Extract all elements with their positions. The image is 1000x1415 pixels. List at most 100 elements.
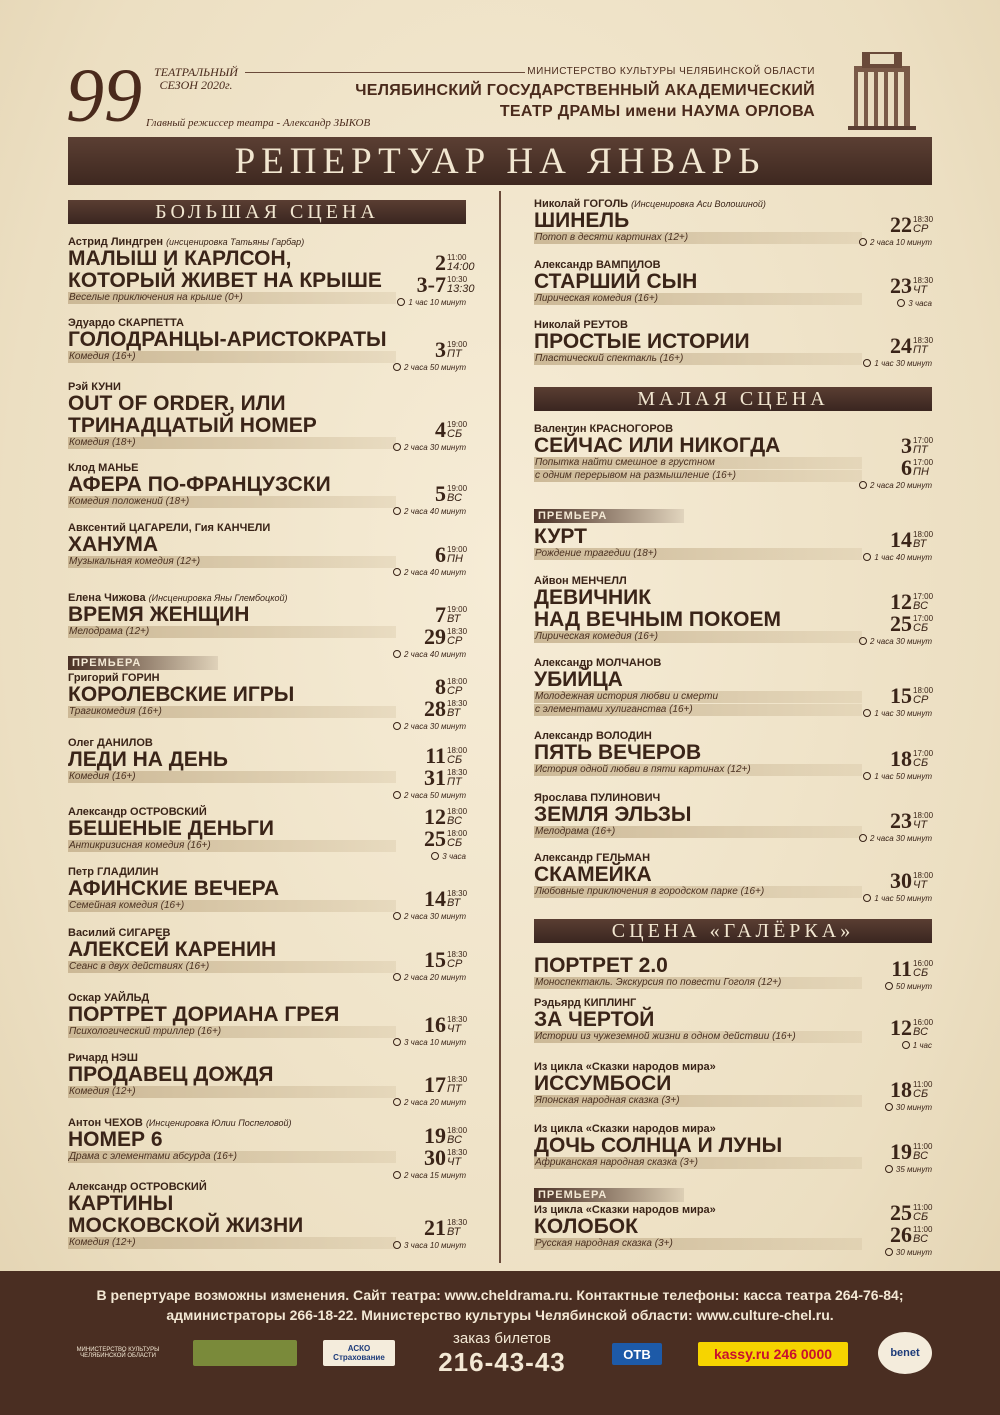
show-weekday: СБ [913,1211,929,1223]
show-genre: Рождение трагедии (18+) [534,548,862,560]
show-date: 18 11:00 СБ [890,1079,932,1101]
clock-icon [863,894,872,902]
show-day: 12 [890,1015,912,1040]
show-duration: 3 часа 10 минут [392,1038,466,1047]
tickets-phone: 216-43-43 [438,1347,566,1377]
show-time: 19:00 [447,420,468,429]
show-time: 18:30 [913,276,934,285]
clock-icon [863,709,872,717]
show-genre: Драма с элементами абсурда (16+) [68,1151,396,1163]
clock-icon [392,568,401,576]
show-entry: Астрид Линдгрен (инсценировка Татьяны Га… [68,236,475,308]
show-title: СТАРШИЙ СЫН [534,270,698,293]
show-date: 15 18:00 СР [890,685,933,707]
show-date: 12 18:00 ВС [424,806,467,828]
show-duration: 2 часа 40 минут [392,650,466,659]
kassy-logo: kassy.ru 246 0000 [698,1342,848,1366]
show-date: 24 18:30 ПТ [890,335,933,357]
show-duration: 2 часа 30 минут [392,443,466,452]
clock-icon [858,834,867,842]
show-genre: Мелодрама (16+) [534,826,862,838]
clock-icon [392,363,401,371]
show-time: 18:30 [447,1015,468,1024]
show-author: Олег ДАНИЛОВ [68,737,153,749]
show-date: 3-7 10:30 13:30 [417,274,475,296]
show-day: 2 [435,250,446,275]
show-day: 30 [890,868,912,893]
show-day: 8 [435,674,446,699]
show-entry: Антон ЧЕХОВ (Инсценировка Юлии Поспелово… [68,1117,468,1181]
show-day: 6 [901,455,912,480]
show-title: ЛЕДИ НА ДЕНЬ [68,748,229,771]
show-day: 14 [890,527,912,552]
show-date: 6 19:00 ПН [435,544,467,566]
show-genre: Комедия (12+) [68,1086,396,1098]
show-author: Из цикла «Сказки народов мира» [534,1061,716,1073]
show-weekday: СР [447,685,463,697]
clock-icon [863,359,872,367]
show-weekday: СБ [447,754,463,766]
show-title: КОЛОБОК [534,1215,638,1238]
show-date: 30 18:30 ЧТ [424,1147,467,1169]
clock-icon [392,650,401,658]
show-weekday: СБ [913,967,929,979]
show-duration: 3 часа [897,299,932,308]
show-day: 29 [424,624,446,649]
show-author: Из цикла «Сказки народов мира» [534,1204,716,1216]
clock-icon [392,1038,401,1046]
show-entry: Эдуардо СКАРПЕТТА ГОЛОДРАНЦЫ-АРИСТОКРАТЫ К… [68,317,467,373]
clock-icon [884,1248,893,1256]
show-title: БЕШЕНЫЕ ДЕНЬГИ [68,817,275,840]
show-author: Николай РЕУТОВ [534,319,628,331]
show-date: 11 16:00 СБ [891,958,933,980]
show-title: ЗА ЧЕРТОЙ [534,1008,655,1031]
show-date: 2 11:00 14:00 [435,250,475,275]
show-author: Авксентий ЦАГАРЕЛИ, Гия КАНЧЕЛИ [68,522,271,534]
show-time: 18:00 [447,1126,468,1135]
show-weekday: ВС [447,492,463,504]
season-number: 99 [66,54,142,138]
show-date: 23 18:30 ЧТ [890,275,934,297]
show-date: 17 18:30 ПТ [424,1072,467,1097]
show-duration: 2 часа 50 минут [392,363,466,372]
clock-icon [392,1171,401,1179]
show-time: 11:00 [913,1225,933,1234]
clock-icon [392,722,401,730]
show-genre: Комедия (16+) [68,351,396,363]
show-genre: Комедия положений (18+) [68,496,396,508]
show-time: 10:30 [447,275,468,284]
show-genre: История одной любви в пяти картинах (12+… [534,764,862,776]
show-entry: Авксентий ЦАГАРЕЛИ, Гия КАНЧЕЛИ ХАНУМА Муз… [68,522,467,578]
show-author: Александр ОСТРОВСКИЙ [68,806,207,818]
show-duration: 1 час 40 минут [863,553,932,562]
clock-icon [858,637,867,645]
show-date: 28 18:30 ВТ [424,698,467,720]
show-duration: 2 часа 15 минут [392,1171,466,1180]
show-genre: Комедия (12+) [68,1237,396,1249]
show-weekday: ВС [447,815,463,827]
show-author: Валентин КРАСНОГОРОВ [534,423,674,435]
show-weekday: ЧТ [913,879,928,891]
show-date: 19 18:00 ВС [424,1125,468,1147]
show-duration: 2 часа 30 минут [392,722,466,731]
show-duration: 1 час 50 минут [863,772,932,781]
show-day: 3 [901,433,912,458]
show-genre: Психологический триллер (16+) [68,1026,396,1038]
show-author: Елена Чижова (Инсценировка Яны Глембоцко… [68,592,288,604]
show-weekday: ЧТ [913,284,928,296]
show-duration: 2 часа 40 минут [392,507,466,516]
show-date: 25 17:00 СБ [890,613,933,635]
show-day: 17 [424,1072,446,1097]
show-author: Василий СИГАРЕВ [68,927,171,939]
show-genre: Лирическая комедия (16+) [534,631,862,643]
show-title: СКАМЕЙКА [534,863,652,886]
show-date: 12 17:00 ВС [890,591,933,613]
show-title: ДОЧЬ СОЛНЦА И ЛУНЫ [534,1134,783,1157]
show-day: 16 [424,1012,446,1037]
show-weekday: СР [913,223,929,235]
ministry-logo: МИНИСТЕРСТВО КУЛЬТУРЫ ЧЕЛЯБИНСКОЙ ОБЛАСТ… [76,1347,160,1359]
show-day: 21 [424,1215,446,1240]
show-genre-line2: с одним перерывом на размышление (16+) [534,470,862,482]
show-weekday: ВТ [913,538,927,550]
show-entry: ПОРТРЕТ 2.0 Моноспектакль. Экскурсия по п… [534,954,933,992]
